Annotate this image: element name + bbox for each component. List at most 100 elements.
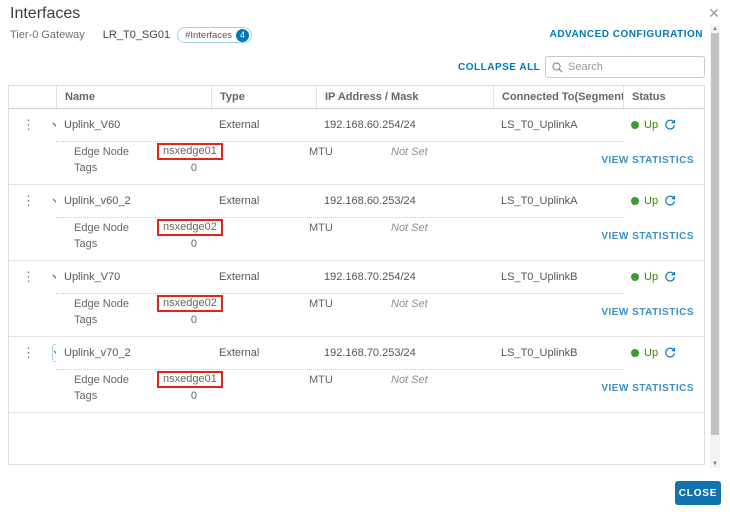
- mtu-label: MTU: [309, 146, 333, 158]
- close-button[interactable]: CLOSE: [675, 481, 721, 505]
- table-row: ⋮ Uplink_v70_2 External 192.168.70.253/2…: [9, 337, 704, 369]
- row-menu-icon[interactable]: ⋮: [22, 117, 35, 132]
- row-detail-divider: [56, 369, 624, 370]
- refresh-icon[interactable]: [664, 271, 676, 283]
- interface-name: Uplink_V60: [64, 119, 121, 131]
- interface-segment: LS_T0_UplinkB: [501, 347, 578, 359]
- interfaces-count-badge: #Interfaces 4: [177, 27, 253, 43]
- row-menu-icon[interactable]: ⋮: [22, 269, 35, 284]
- chevron-down-icon[interactable]: [52, 268, 56, 286]
- mtu-label: MTU: [309, 374, 333, 386]
- status-dot: [631, 273, 639, 281]
- interface-row-group: ⋮ Uplink_v70_2 External 192.168.70.253/2…: [9, 337, 704, 413]
- table-row: ⋮ Uplink_V60 External 192.168.60.254/24 …: [9, 109, 704, 141]
- header-status: Status: [623, 86, 704, 108]
- view-statistics-link[interactable]: VIEW STATISTICS: [601, 231, 694, 242]
- interface-segment: LS_T0_UplinkA: [501, 119, 578, 131]
- status-badge: Up: [644, 119, 659, 131]
- status-badge: Up: [644, 347, 659, 359]
- tags-label: Tags: [74, 162, 98, 174]
- interface-name: Uplink_v70_2: [64, 347, 131, 359]
- gateway-type-label: Tier-0 Gateway: [10, 29, 85, 41]
- edge-node-label: Edge Node: [74, 298, 130, 310]
- tags-value: 0: [190, 390, 197, 402]
- row-menu-icon[interactable]: ⋮: [22, 193, 35, 208]
- header-segment: Connected To(Segment): [493, 86, 623, 108]
- search-icon: [552, 61, 563, 73]
- page-title: Interfaces: [10, 5, 81, 22]
- refresh-icon[interactable]: [664, 119, 676, 131]
- tags-value: 0: [190, 238, 197, 250]
- table-row: ⋮ Uplink_V70 External 192.168.70.254/24 …: [9, 261, 704, 293]
- row-detail-divider: [56, 141, 624, 142]
- scrollbar-thumb[interactable]: [711, 33, 719, 435]
- row-detail: Edge Node nsxedge01 MTU Not Set Tags 0 V…: [9, 142, 704, 184]
- view-statistics-link[interactable]: VIEW STATISTICS: [601, 155, 694, 166]
- edge-node-value-annotated: nsxedge01: [157, 371, 223, 388]
- edge-node-value-annotated: nsxedge01: [157, 143, 223, 160]
- row-detail-divider: [56, 217, 624, 218]
- mtu-value: Not Set: [391, 298, 428, 310]
- close-icon[interactable]: ✕: [708, 5, 720, 21]
- status-dot: [631, 121, 639, 129]
- badge-label: #Interfaces: [185, 29, 233, 41]
- collapse-all-link[interactable]: COLLAPSE ALL: [458, 62, 541, 73]
- edge-node-label: Edge Node: [74, 374, 130, 386]
- table-row: ⋮ Uplink_v60_2 External 192.168.60.253/2…: [9, 185, 704, 217]
- mtu-label: MTU: [309, 298, 333, 310]
- interfaces-table: Name Type IP Address / Mask Connected To…: [8, 85, 705, 465]
- status-badge: Up: [644, 195, 659, 207]
- tags-label: Tags: [74, 314, 98, 326]
- tags-label: Tags: [74, 390, 98, 402]
- mtu-label: MTU: [309, 222, 333, 234]
- interface-ip: 192.168.60.254/24: [324, 119, 416, 131]
- interface-ip: 192.168.70.253/24: [324, 347, 416, 359]
- table-header: Name Type IP Address / Mask Connected To…: [9, 86, 704, 109]
- search-input[interactable]: [568, 61, 698, 73]
- interface-row-group: ⋮ Uplink_V70 External 192.168.70.254/24 …: [9, 261, 704, 337]
- refresh-icon[interactable]: [664, 195, 676, 207]
- row-detail: Edge Node nsxedge02 MTU Not Set Tags 0 V…: [9, 294, 704, 336]
- chevron-down-icon[interactable]: [52, 116, 56, 134]
- row-detail: Edge Node nsxedge01 MTU Not Set Tags 0 V…: [9, 370, 704, 412]
- row-detail-divider: [56, 293, 624, 294]
- vertical-scrollbar[interactable]: ▲ ▼: [710, 25, 720, 468]
- chevron-down-icon[interactable]: [52, 344, 56, 362]
- mtu-value: Not Set: [391, 222, 428, 234]
- interface-ip: 192.168.70.254/24: [324, 271, 416, 283]
- interface-segment: LS_T0_UplinkA: [501, 195, 578, 207]
- scroll-up-icon[interactable]: ▲: [712, 26, 718, 32]
- badge-count: 4: [236, 28, 250, 42]
- tags-label: Tags: [74, 238, 98, 250]
- edge-node-value-annotated: nsxedge02: [157, 295, 223, 312]
- edge-node-value-annotated: nsxedge02: [157, 219, 223, 236]
- mtu-value: Not Set: [391, 374, 428, 386]
- view-statistics-link[interactable]: VIEW STATISTICS: [601, 383, 694, 394]
- interface-type: External: [219, 195, 260, 207]
- gateway-meta: Tier-0 Gateway LR_T0_SG01 #Interfaces 4: [10, 26, 253, 44]
- header-name: Name: [56, 86, 211, 108]
- interface-row-group: ⋮ Uplink_v60_2 External 192.168.60.253/2…: [9, 185, 704, 261]
- interface-row-group: ⋮ Uplink_V60 External 192.168.60.254/24 …: [9, 109, 704, 185]
- row-detail: Edge Node nsxedge02 MTU Not Set Tags 0 V…: [9, 218, 704, 260]
- view-statistics-link[interactable]: VIEW STATISTICS: [601, 307, 694, 318]
- chevron-down-icon[interactable]: [52, 192, 56, 210]
- interface-name: Uplink_V70: [64, 271, 121, 283]
- advanced-configuration-link[interactable]: ADVANCED CONFIGURATION: [549, 29, 703, 40]
- mtu-value: Not Set: [391, 146, 428, 158]
- interface-type: External: [219, 347, 260, 359]
- interface-type: External: [219, 119, 260, 131]
- header-actions-column: [9, 86, 56, 108]
- status-dot: [631, 197, 639, 205]
- tags-value: 0: [190, 162, 197, 174]
- search-box[interactable]: [545, 56, 705, 78]
- row-menu-icon[interactable]: ⋮: [22, 345, 35, 360]
- edge-node-label: Edge Node: [74, 146, 130, 158]
- refresh-icon[interactable]: [664, 347, 676, 359]
- gateway-name: LR_T0_SG01: [102, 29, 171, 41]
- status-badge: Up: [644, 271, 659, 283]
- status-dot: [631, 349, 639, 357]
- scroll-down-icon[interactable]: ▼: [712, 461, 718, 467]
- header-ip: IP Address / Mask: [316, 86, 493, 108]
